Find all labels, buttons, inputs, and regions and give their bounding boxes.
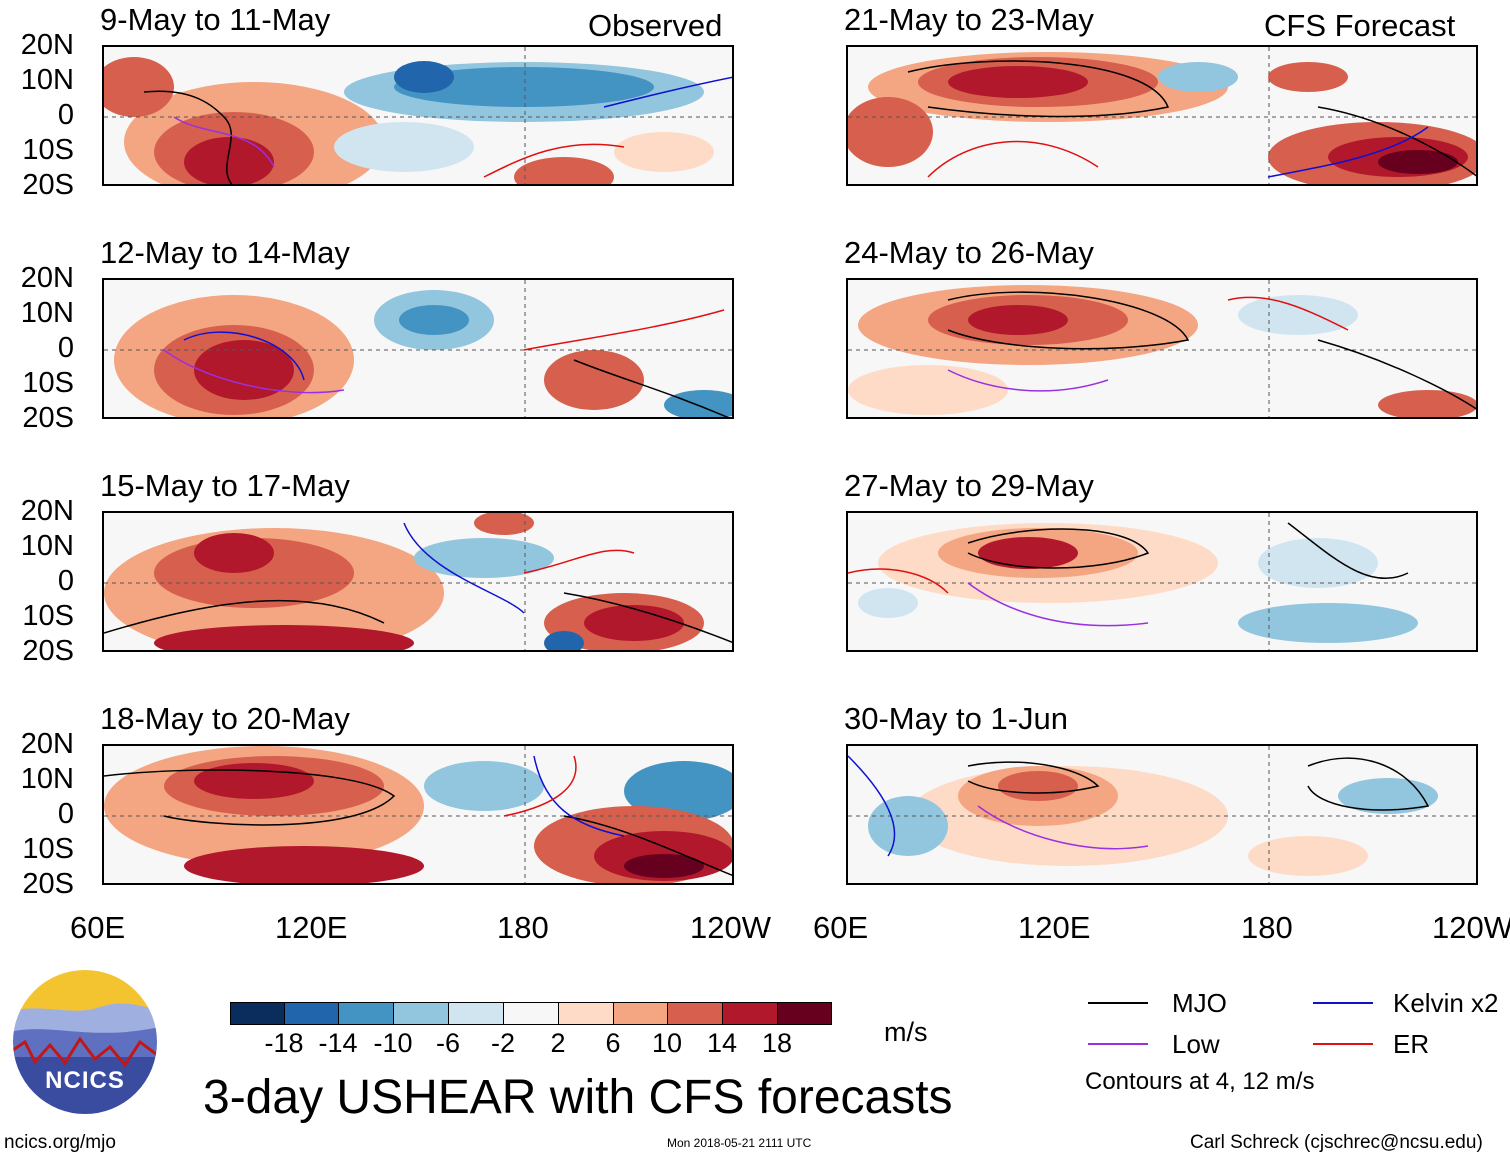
lat-label: 20N xyxy=(20,728,74,760)
lat-label: 10N xyxy=(20,530,74,562)
lat-label: 20N xyxy=(20,29,74,61)
lat-label: 10S xyxy=(22,367,74,399)
lat-label: 0 xyxy=(57,798,74,830)
colorbar-swatch xyxy=(558,1002,614,1025)
colorbar-swatch xyxy=(503,1002,559,1025)
colorbar-swatch xyxy=(448,1002,504,1025)
panel-title-fc-1: 21-May to 23-May xyxy=(844,2,1094,37)
lon-label: 120W xyxy=(1432,910,1510,945)
lat-label: 20N xyxy=(20,262,74,294)
lat-label: 0 xyxy=(57,99,74,131)
lon-label: 60E xyxy=(813,910,869,945)
lat-label: 10N xyxy=(20,297,74,329)
colorbar-tick: -6 xyxy=(435,1028,460,1058)
colorbar-tick: -14 xyxy=(318,1028,358,1058)
legend-line-low xyxy=(1088,1043,1148,1045)
legend-label-kelvin: Kelvin x2 xyxy=(1393,988,1499,1018)
lon-label: 120E xyxy=(1018,910,1091,945)
lon-label: 60E xyxy=(70,910,126,945)
colorbar-swatch xyxy=(613,1002,668,1025)
map-panel-fc-4 xyxy=(846,744,1478,885)
legend-note: Contours at 4, 12 m/s xyxy=(1085,1068,1315,1095)
ncics-logo-text: NCICS xyxy=(45,1067,125,1094)
legend-line-er xyxy=(1313,1043,1373,1045)
map-panel-obs-3 xyxy=(102,511,734,652)
lat-label: 0 xyxy=(57,565,74,597)
map-panel-fc-1 xyxy=(846,45,1478,186)
legend-line-mjo xyxy=(1088,1002,1148,1004)
map-panel-fc-2 xyxy=(846,278,1478,419)
lon-label: 120E xyxy=(275,910,348,945)
map-panel-obs-1 xyxy=(102,45,734,186)
colorbar-tick: 14 xyxy=(706,1028,738,1058)
colorbar-swatch xyxy=(722,1002,778,1025)
lat-label: 0 xyxy=(57,332,74,364)
lat-label: 10N xyxy=(20,763,74,795)
lat-label: 20S xyxy=(22,169,74,201)
footer-timestamp: Mon 2018-05-21 2111 UTC xyxy=(667,1136,812,1150)
cfs-forecast-label: CFS Forecast xyxy=(1264,8,1456,43)
colorbar-tick: 6 xyxy=(605,1028,621,1058)
map-panel-fc-3 xyxy=(846,511,1478,652)
colorbar-swatch xyxy=(667,1002,723,1025)
lat-label: 20S xyxy=(22,402,74,434)
lat-label: 20N xyxy=(20,495,74,527)
figure-title: 3-day USHEAR with CFS forecasts xyxy=(203,1071,953,1124)
panel-title-fc-2: 24-May to 26-May xyxy=(844,235,1094,270)
colorbar-swatch xyxy=(230,1002,285,1025)
observed-label: Observed xyxy=(588,8,723,43)
lat-label: 20S xyxy=(22,868,74,900)
colorbar-tick: 18 xyxy=(761,1028,793,1058)
colorbar-tick: -18 xyxy=(264,1028,304,1058)
lon-label: 180 xyxy=(497,910,549,945)
lon-label: 120W xyxy=(690,910,771,945)
colorbar-units: m/s xyxy=(884,1017,928,1047)
legend-label-er: ER xyxy=(1393,1029,1430,1059)
panel-title-obs-1: 9-May to 11-May xyxy=(100,2,331,37)
legend-line-kelvin xyxy=(1313,1002,1373,1004)
colorbar-swatch xyxy=(777,1002,832,1025)
footer-url[interactable]: ncics.org/mjo xyxy=(4,1132,116,1153)
legend-label-low: Low xyxy=(1172,1029,1220,1059)
lat-label: 20S xyxy=(22,635,74,667)
panel-title-obs-4: 18-May to 20-May xyxy=(100,701,350,736)
colorbar-swatch xyxy=(284,1002,339,1025)
panel-title-obs-3: 15-May to 17-May xyxy=(100,468,350,503)
panel-title-fc-3: 27-May to 29-May xyxy=(844,468,1094,503)
colorbar-swatch xyxy=(338,1002,394,1025)
colorbar-tick: -2 xyxy=(490,1028,515,1058)
panel-title-fc-4: 30-May to 1-Jun xyxy=(844,701,1068,736)
colorbar-tick: 10 xyxy=(651,1028,683,1058)
colorbar-tick: -10 xyxy=(373,1028,413,1058)
lat-label: 10N xyxy=(20,64,74,96)
footer-credit: Carl Schreck (cjschrec@ncsu.edu) xyxy=(1190,1132,1483,1153)
lat-label: 10S xyxy=(22,600,74,632)
colorbar-tick: 2 xyxy=(550,1028,566,1058)
ncics-logo: NCICS xyxy=(10,967,160,1117)
legend-label-mjo: MJO xyxy=(1172,988,1227,1018)
map-panel-obs-4 xyxy=(102,744,734,885)
panel-title-obs-2: 12-May to 14-May xyxy=(100,235,350,270)
lat-label: 10S xyxy=(22,833,74,865)
map-panel-obs-2 xyxy=(102,278,734,419)
lat-label: 10S xyxy=(22,134,74,166)
colorbar-swatch xyxy=(393,1002,449,1025)
lon-label: 180 xyxy=(1241,910,1293,945)
